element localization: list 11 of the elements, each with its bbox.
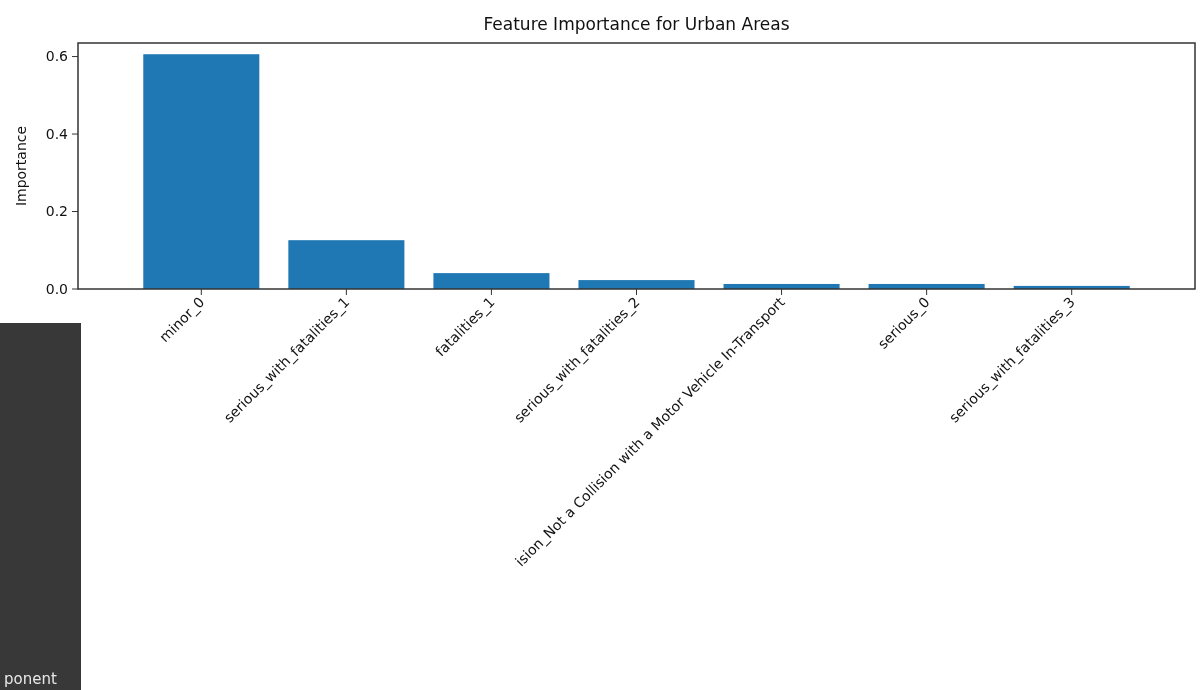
y-tick-label: 0.4 xyxy=(45,125,69,142)
y-tick-label: 0.0 xyxy=(45,280,68,297)
bar xyxy=(578,280,695,289)
bar xyxy=(143,54,260,289)
bar xyxy=(433,273,550,289)
y-tick-label: 0.2 xyxy=(45,203,68,220)
text: ponent xyxy=(4,670,57,688)
y-axis-title: Importance xyxy=(13,125,29,207)
y-tick-label: 0.6 xyxy=(45,48,69,65)
bar xyxy=(288,240,405,289)
chart-title: Feature Importance for Urban Areas xyxy=(483,14,790,34)
